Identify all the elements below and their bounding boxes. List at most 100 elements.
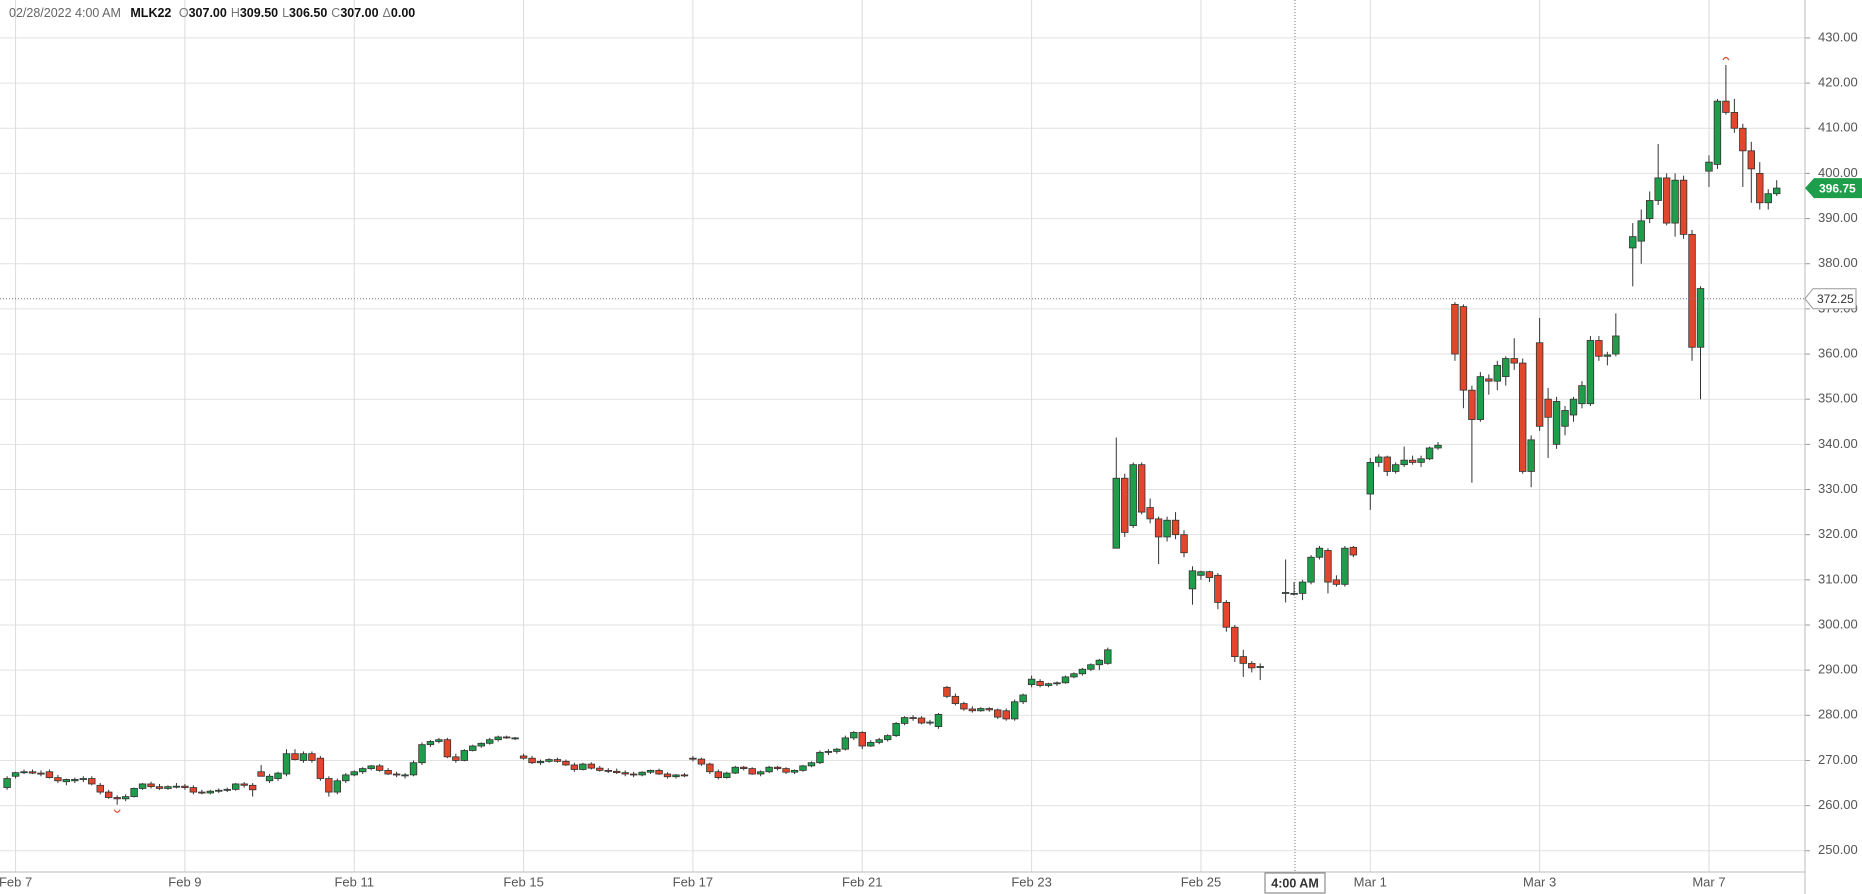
candle-body — [1578, 385, 1586, 405]
candle-body — [1595, 340, 1603, 357]
candle-body — [130, 788, 138, 797]
candle-body — [909, 717, 917, 719]
candle-body — [1146, 507, 1154, 520]
x-tick-label: Feb 11 — [334, 874, 374, 889]
y-tick-label: 300.00 — [1818, 616, 1858, 631]
candle-body — [71, 779, 79, 782]
candle-body — [1366, 462, 1374, 495]
candle-body — [587, 763, 596, 769]
candle-body — [1188, 570, 1197, 590]
candle-body — [375, 765, 384, 771]
candle-body — [960, 703, 968, 710]
candle-body — [807, 762, 816, 767]
candle-body — [858, 732, 866, 747]
candle-body — [1510, 358, 1518, 364]
info-value: 307.00 — [340, 6, 379, 20]
info-symbol: MLK22 — [130, 6, 172, 20]
info-value: 0.00 — [390, 6, 416, 20]
candle-body — [680, 774, 689, 777]
candle-body — [342, 774, 350, 782]
candle-body — [985, 708, 993, 711]
info-field: Δ0.00 — [383, 6, 416, 20]
x-tick-label: Feb 23 — [1011, 874, 1051, 889]
candle-body — [1197, 571, 1205, 576]
candle-body — [545, 759, 553, 762]
candle-body — [299, 753, 308, 761]
x-tick-label: Feb 9 — [168, 874, 201, 889]
candle-body — [536, 760, 545, 764]
candle-body — [1324, 550, 1332, 583]
candle-body — [274, 772, 282, 779]
candle-body — [1044, 683, 1053, 686]
candle-body — [1586, 340, 1595, 405]
candle-body — [215, 789, 223, 792]
candle-body — [1180, 534, 1188, 554]
candle-body — [1027, 678, 1036, 685]
candle-body — [1036, 681, 1044, 686]
candle-body — [723, 772, 731, 779]
candle-body — [350, 771, 358, 776]
candle-body — [1569, 398, 1578, 416]
candle-body — [1231, 626, 1239, 657]
info-datetime: 02/28/2022 4:00 AM — [9, 6, 121, 20]
candle-body — [1502, 358, 1510, 378]
ohlc-info: 02/28/2022 4:00 AM MLK22 O307.00 H309.50 L… — [9, 6, 415, 20]
candle-body — [824, 751, 833, 753]
candle-body — [198, 791, 206, 794]
candle-body — [113, 797, 121, 800]
candle-body — [663, 773, 672, 778]
info-key: C — [331, 6, 341, 20]
candle-body — [1696, 288, 1705, 348]
y-tick-label: 280.00 — [1818, 707, 1858, 722]
x-tick-label: Feb 15 — [503, 874, 543, 889]
candle-body — [1713, 100, 1722, 165]
candle-body — [138, 783, 147, 789]
crosshair-price-label: 372.25 — [1817, 292, 1854, 306]
candle-body — [883, 735, 892, 741]
x-tick-label: Mar 1 — [1354, 874, 1387, 889]
candle-body — [232, 783, 240, 790]
x-tick-label: Feb 21 — [842, 874, 882, 889]
candle-body — [1705, 161, 1713, 172]
candle-body — [1010, 701, 1019, 720]
x-tick-label: Mar 7 — [1692, 874, 1725, 889]
candle-body — [1163, 519, 1171, 538]
candle-body — [1290, 592, 1298, 595]
candle-body — [1307, 556, 1315, 583]
candle-body — [697, 758, 706, 765]
candle-body — [502, 736, 511, 739]
candle-body — [257, 771, 265, 777]
candle-body — [646, 769, 655, 773]
candle-body — [1256, 666, 1264, 668]
candle-body — [37, 772, 45, 775]
candle-body — [206, 790, 215, 794]
candle-body — [528, 757, 536, 764]
candle-body — [689, 757, 697, 760]
candle-body — [359, 768, 367, 773]
candle-body — [672, 774, 680, 778]
candle-body — [325, 778, 333, 793]
info-value: 307.00 — [188, 6, 227, 20]
candle-body — [20, 771, 28, 774]
candle-body — [1121, 477, 1129, 533]
candle-body — [1730, 112, 1739, 129]
candle-body — [1349, 546, 1358, 556]
candle-body — [968, 708, 977, 712]
candle-body — [943, 686, 951, 697]
candle-body — [926, 721, 934, 724]
candle-body — [570, 764, 579, 770]
x-tick-label: Feb 7 — [0, 874, 32, 889]
candle-body — [477, 742, 485, 747]
candle-body — [951, 695, 960, 704]
candle-body — [401, 774, 409, 777]
candle-body — [1417, 458, 1425, 463]
candle-body — [740, 766, 748, 769]
candle-body — [316, 757, 325, 779]
info-field: C307.00 — [331, 6, 378, 20]
candle-body — [1095, 659, 1104, 666]
low-marker — [113, 809, 121, 813]
candle-body — [994, 709, 1002, 718]
y-tick-label: 340.00 — [1818, 436, 1858, 451]
candle-body — [1425, 447, 1434, 460]
candle-body — [435, 739, 443, 742]
